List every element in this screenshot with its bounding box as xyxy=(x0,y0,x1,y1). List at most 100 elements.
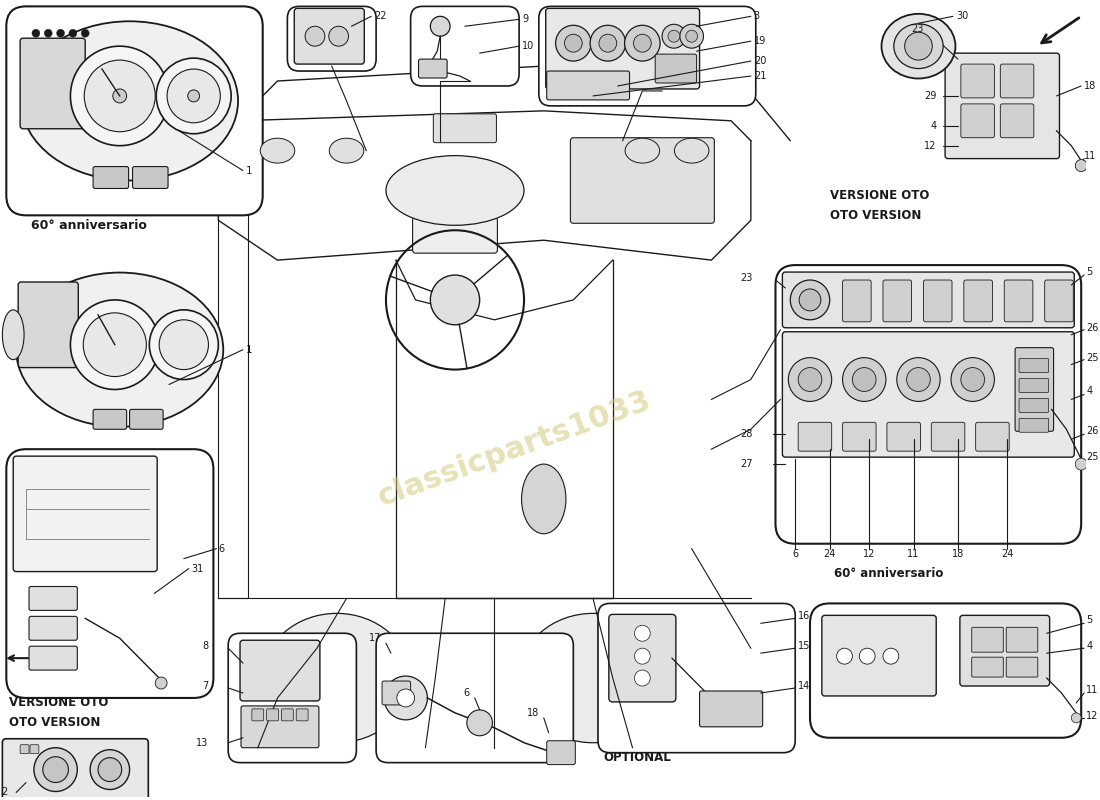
FancyBboxPatch shape xyxy=(1045,280,1074,322)
Circle shape xyxy=(837,648,852,664)
FancyBboxPatch shape xyxy=(1015,348,1054,431)
Text: 60° anniversario: 60° anniversario xyxy=(834,567,944,580)
Text: 19: 19 xyxy=(754,36,766,46)
Circle shape xyxy=(430,275,480,325)
FancyBboxPatch shape xyxy=(410,6,519,86)
Circle shape xyxy=(883,648,899,664)
FancyBboxPatch shape xyxy=(20,745,29,754)
FancyBboxPatch shape xyxy=(822,615,936,696)
Text: 15: 15 xyxy=(799,642,811,651)
FancyBboxPatch shape xyxy=(29,616,77,640)
FancyBboxPatch shape xyxy=(1019,378,1048,393)
FancyBboxPatch shape xyxy=(656,54,696,83)
Circle shape xyxy=(90,750,130,790)
Text: 16: 16 xyxy=(799,611,811,622)
Circle shape xyxy=(430,16,450,36)
Circle shape xyxy=(466,710,493,736)
Text: 26: 26 xyxy=(1086,322,1099,333)
Text: 24: 24 xyxy=(1001,549,1013,558)
Circle shape xyxy=(859,648,876,664)
Text: 12: 12 xyxy=(864,549,876,558)
Circle shape xyxy=(789,358,832,402)
FancyBboxPatch shape xyxy=(418,59,447,78)
Ellipse shape xyxy=(329,138,364,163)
Text: 2: 2 xyxy=(1,787,8,798)
Circle shape xyxy=(843,358,886,402)
Circle shape xyxy=(56,30,65,38)
FancyBboxPatch shape xyxy=(843,422,876,451)
Circle shape xyxy=(799,367,822,391)
Circle shape xyxy=(634,34,651,52)
Circle shape xyxy=(906,367,931,391)
Text: 27: 27 xyxy=(740,459,752,469)
Circle shape xyxy=(635,648,650,664)
Circle shape xyxy=(113,89,127,103)
Text: 23: 23 xyxy=(911,24,923,34)
FancyBboxPatch shape xyxy=(29,586,77,610)
Circle shape xyxy=(34,748,77,791)
Text: 25: 25 xyxy=(1086,452,1099,462)
Circle shape xyxy=(329,26,349,46)
FancyBboxPatch shape xyxy=(961,64,994,98)
Text: 6: 6 xyxy=(464,688,470,698)
Text: 4: 4 xyxy=(1086,386,1092,397)
Circle shape xyxy=(167,69,220,122)
Ellipse shape xyxy=(261,138,295,163)
Text: 11: 11 xyxy=(1086,685,1099,695)
Circle shape xyxy=(32,30,40,38)
Ellipse shape xyxy=(21,22,238,181)
Ellipse shape xyxy=(519,614,667,742)
FancyBboxPatch shape xyxy=(782,332,1075,457)
Text: 18: 18 xyxy=(527,708,539,718)
FancyBboxPatch shape xyxy=(282,709,294,721)
FancyBboxPatch shape xyxy=(961,104,994,138)
FancyBboxPatch shape xyxy=(30,745,38,754)
Text: 12: 12 xyxy=(1086,711,1099,721)
FancyBboxPatch shape xyxy=(94,410,126,430)
Text: 6: 6 xyxy=(792,549,799,558)
Text: 20: 20 xyxy=(754,56,767,66)
Ellipse shape xyxy=(263,614,410,742)
Circle shape xyxy=(1076,458,1087,470)
Text: 14: 14 xyxy=(799,681,811,691)
FancyBboxPatch shape xyxy=(547,741,575,765)
FancyBboxPatch shape xyxy=(132,166,168,189)
FancyBboxPatch shape xyxy=(433,114,496,142)
FancyBboxPatch shape xyxy=(1000,104,1034,138)
Circle shape xyxy=(685,30,697,42)
FancyBboxPatch shape xyxy=(241,706,319,748)
Circle shape xyxy=(635,670,650,686)
FancyBboxPatch shape xyxy=(810,603,1081,738)
FancyBboxPatch shape xyxy=(7,449,213,698)
FancyBboxPatch shape xyxy=(7,6,263,215)
FancyBboxPatch shape xyxy=(228,634,356,762)
FancyBboxPatch shape xyxy=(546,8,700,89)
FancyBboxPatch shape xyxy=(776,265,1081,544)
FancyBboxPatch shape xyxy=(923,280,952,322)
Text: 23: 23 xyxy=(740,273,752,283)
Text: 5: 5 xyxy=(1086,615,1092,626)
FancyBboxPatch shape xyxy=(376,634,573,762)
Circle shape xyxy=(150,310,218,379)
FancyBboxPatch shape xyxy=(1019,398,1048,412)
Circle shape xyxy=(305,26,324,46)
Text: 18: 18 xyxy=(952,549,964,558)
Circle shape xyxy=(625,26,660,61)
Circle shape xyxy=(800,289,821,311)
Text: 24: 24 xyxy=(824,549,836,558)
FancyBboxPatch shape xyxy=(964,280,992,322)
Circle shape xyxy=(384,676,428,720)
Ellipse shape xyxy=(625,138,660,163)
Text: 10: 10 xyxy=(522,41,535,51)
Text: 18: 18 xyxy=(1085,81,1097,91)
FancyBboxPatch shape xyxy=(843,280,871,322)
Circle shape xyxy=(680,24,704,48)
FancyBboxPatch shape xyxy=(13,456,157,571)
FancyBboxPatch shape xyxy=(382,681,410,705)
Circle shape xyxy=(852,367,876,391)
Text: 26: 26 xyxy=(1086,426,1099,436)
Ellipse shape xyxy=(521,464,565,534)
Text: 21: 21 xyxy=(754,71,767,81)
FancyBboxPatch shape xyxy=(799,422,832,451)
FancyBboxPatch shape xyxy=(29,646,77,670)
